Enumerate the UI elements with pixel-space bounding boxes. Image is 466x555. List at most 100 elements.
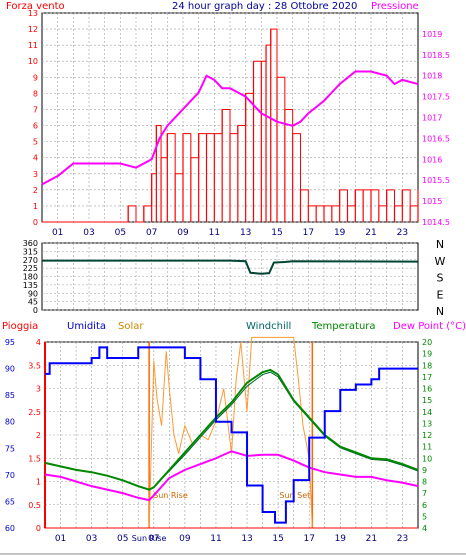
pressure-y-tick-label: 1019 xyxy=(422,30,442,39)
panel1-x-tick-label: 09 xyxy=(177,228,189,238)
compass-label: N xyxy=(436,238,444,251)
rain-y-tick-label: 0.5 xyxy=(28,501,41,510)
direction-y-tick-label: 270 xyxy=(23,256,38,265)
wind-force-label: Forza vento xyxy=(6,1,65,12)
direction-y-tick-label: 0 xyxy=(33,306,38,315)
panel1-x-tick-label: 11 xyxy=(209,228,220,238)
wind-line xyxy=(42,28,419,223)
pressure-y-tick-label: 1017 xyxy=(422,114,442,123)
temperature-y-tick-label: 11 xyxy=(422,443,432,452)
legend-temperature: Temperatura xyxy=(311,321,376,332)
panel1-x-tick-label: 23 xyxy=(397,228,408,238)
panel1-x-tick-label: 07 xyxy=(146,228,157,238)
pressure-y-tick-label: 1018 xyxy=(422,72,442,81)
wind-y-tick-label: 10 xyxy=(28,57,38,66)
direction-y-tick-label: 135 xyxy=(23,281,38,290)
panel3-x-tick-label: 13 xyxy=(241,534,252,544)
direction-y-tick-label: 360 xyxy=(23,239,38,248)
pressure-line xyxy=(41,70,419,186)
panel1-x-tick-label: 19 xyxy=(334,228,346,238)
dewpoint-line xyxy=(44,450,419,502)
temperature-y-tick-label: 8 xyxy=(422,478,427,487)
legend-solar: Solar xyxy=(118,321,144,332)
panel1-x-tick-label: 03 xyxy=(83,228,94,238)
panel1-x-tick-label: 17 xyxy=(303,228,314,238)
temperature-y-tick-label: 19 xyxy=(422,350,432,359)
panel3-x-tick-label: 17 xyxy=(303,534,314,544)
panel3-x-tick-label: 05 xyxy=(117,534,128,544)
panel3-x-tick-label: 11 xyxy=(210,534,221,544)
humidity-y-tick-label: 60 xyxy=(5,524,15,533)
wind-y-tick-label: 2 xyxy=(33,186,38,195)
pressure-y-tick-label: 1015.5 xyxy=(422,176,450,185)
pressure-y-tick-label: 1017.5 xyxy=(422,93,450,102)
direction-y-tick-label: 315 xyxy=(23,247,38,256)
panel3-x-tick-label: 09 xyxy=(179,534,191,544)
panel1-x-tick-label: 13 xyxy=(240,228,251,238)
rain-y-tick-label: 1 xyxy=(36,478,41,487)
panel1-x-tick-label: 15 xyxy=(271,228,282,238)
temperature-y-tick-label: 15 xyxy=(422,396,432,405)
sunrise-x-label: Sun Rise xyxy=(132,534,167,543)
chart-title: 24 hour graph day : 28 Ottobre 2020 xyxy=(172,1,357,12)
temperature-y-tick-label: 17 xyxy=(422,373,432,382)
panel3-x-tick-label: 03 xyxy=(86,534,97,544)
humidity-y-tick-label: 70 xyxy=(5,471,15,480)
compass-label: N xyxy=(436,305,444,318)
temperature-y-tick-label: 9 xyxy=(422,466,427,475)
humidity-y-tick-label: 90 xyxy=(5,365,15,374)
humidity-y-tick-label: 85 xyxy=(5,391,15,400)
direction-y-tick-label: 180 xyxy=(23,273,38,282)
legend-humidity: Umidita xyxy=(67,321,106,332)
wind-y-tick-label: 13 xyxy=(28,9,38,18)
wind-y-tick-label: 8 xyxy=(33,89,38,98)
wind-y-tick-label: 0 xyxy=(33,218,38,227)
humidity-y-tick-label: 80 xyxy=(5,418,15,427)
temperature-y-tick-label: 5 xyxy=(422,512,427,521)
humidity-line xyxy=(45,346,418,524)
wind-y-tick-label: 1 xyxy=(33,202,38,211)
temperature-y-tick-label: 4 xyxy=(422,524,427,533)
direction-y-tick-label: 90 xyxy=(28,289,38,298)
sunrise-annotation: Sun Rise xyxy=(153,491,188,500)
wind-y-tick-label: 3 xyxy=(33,170,38,179)
temperature-y-tick-label: 18 xyxy=(422,361,432,370)
panel1-x-tick-label: 01 xyxy=(52,228,63,238)
temperature-y-tick-label: 12 xyxy=(422,431,432,440)
temperature-y-tick-label: 14 xyxy=(422,408,432,417)
legend-rain: Pioggia xyxy=(2,321,38,332)
rain-y-tick-label: 1.5 xyxy=(28,454,41,463)
rain-y-tick-label: 2 xyxy=(36,431,41,440)
temperature-y-tick-label: 13 xyxy=(422,419,432,428)
panel3-x-tick-label: 21 xyxy=(366,534,377,544)
solar-line xyxy=(148,336,313,529)
wind-y-tick-label: 11 xyxy=(28,41,38,50)
wind-y-tick-label: 6 xyxy=(33,122,38,131)
humidity-y-tick-label: 75 xyxy=(5,444,15,453)
bottom-legend: Pioggia Umidita Solar Windchill Temperat… xyxy=(2,321,466,332)
panel3-x-tick-label: 19 xyxy=(335,534,347,544)
sunset-annotation: Sun Set xyxy=(279,491,310,500)
legend-dewpoint: Dew Point (°C) xyxy=(393,321,466,332)
panel3-x-tick-label: 07 xyxy=(148,534,159,544)
pressure-y-tick-label: 1016 xyxy=(422,155,442,164)
humidity-y-tick-label: 95 xyxy=(5,338,15,347)
pressure-y-tick-label: 1014.5 xyxy=(422,218,450,227)
wind-y-tick-label: 5 xyxy=(33,138,38,147)
panel1-x-tick-label: 05 xyxy=(115,228,126,238)
temperature-y-tick-label: 6 xyxy=(422,501,427,510)
wind-y-tick-label: 9 xyxy=(33,73,38,82)
temperature-y-tick-label: 7 xyxy=(422,489,427,498)
pressure-y-tick-label: 1015 xyxy=(422,197,442,206)
panel3-x-tick-label: 15 xyxy=(272,534,283,544)
compass-label: W xyxy=(435,255,446,268)
panel1-x-tick-label: 21 xyxy=(365,228,376,238)
rain-y-tick-label: 3.5 xyxy=(28,361,41,370)
wind-y-tick-label: 12 xyxy=(28,25,38,34)
compass-label: S xyxy=(437,272,444,285)
temperature-y-tick-label: 10 xyxy=(422,454,432,463)
rain-y-tick-label: 4 xyxy=(36,338,41,347)
pressure-y-tick-label: 1018.5 xyxy=(422,51,450,60)
direction-y-tick-label: 45 xyxy=(28,298,38,307)
